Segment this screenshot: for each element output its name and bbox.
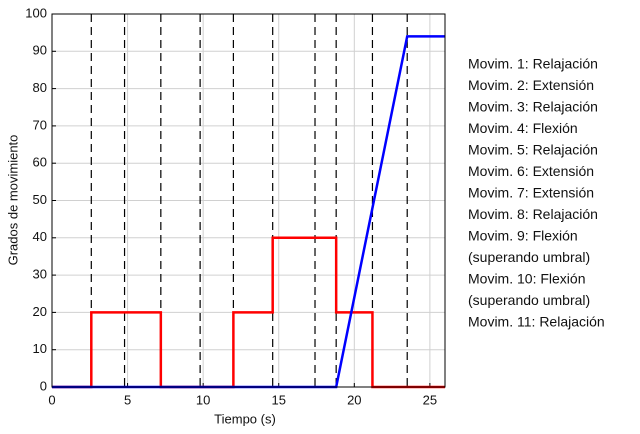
y-tick-label: 70 — [33, 117, 47, 132]
plot-frame — [51, 13, 446, 388]
y-tick-label: 100 — [25, 5, 47, 20]
y-tick-label: 0 — [40, 378, 47, 393]
x-tick-label: 20 — [347, 392, 361, 407]
y-tick-label: 40 — [33, 229, 47, 244]
annotation: Movim. 7: Extensión — [468, 185, 594, 201]
x-tick-label: 10 — [196, 392, 210, 407]
y-tick-label: 60 — [33, 155, 47, 170]
x-tick-label: 0 — [48, 392, 55, 407]
annotation: Movim. 8: Relajación — [468, 206, 598, 222]
x-tick-label: 5 — [124, 392, 131, 407]
y-tick-label: 90 — [33, 43, 47, 58]
annotation: (superando umbral) — [468, 292, 590, 308]
annotation: (superando umbral) — [468, 249, 590, 265]
y-tick-label: 20 — [33, 304, 47, 319]
y-tick-label: 10 — [33, 341, 47, 356]
annotation: Movim. 10: Flexión — [468, 271, 585, 287]
annotation: Movim. 4: Flexión — [468, 120, 578, 136]
series-line — [52, 236, 445, 389]
annotation: Movim. 11: Relajación — [468, 314, 605, 330]
x-tick-label: 15 — [271, 392, 285, 407]
annotation: Movim. 2: Extensión — [468, 77, 594, 93]
y-axis-label: Grados de movimiento — [5, 135, 20, 266]
annotation: Movim. 9: Flexión — [468, 228, 578, 244]
y-tick-label: 50 — [33, 192, 47, 207]
annotation: Movim. 5: Relajación — [468, 142, 598, 158]
x-axis-label: Tiempo (s) — [214, 411, 276, 426]
x-tick-label: 25 — [423, 392, 437, 407]
y-tick-label: 80 — [33, 80, 47, 95]
annotation: Movim. 1: Relajación — [468, 56, 598, 72]
y-tick-label: 30 — [33, 267, 47, 282]
annotation: Movim. 3: Relajación — [468, 99, 598, 115]
annotation: Movim. 6: Extensión — [468, 163, 594, 179]
